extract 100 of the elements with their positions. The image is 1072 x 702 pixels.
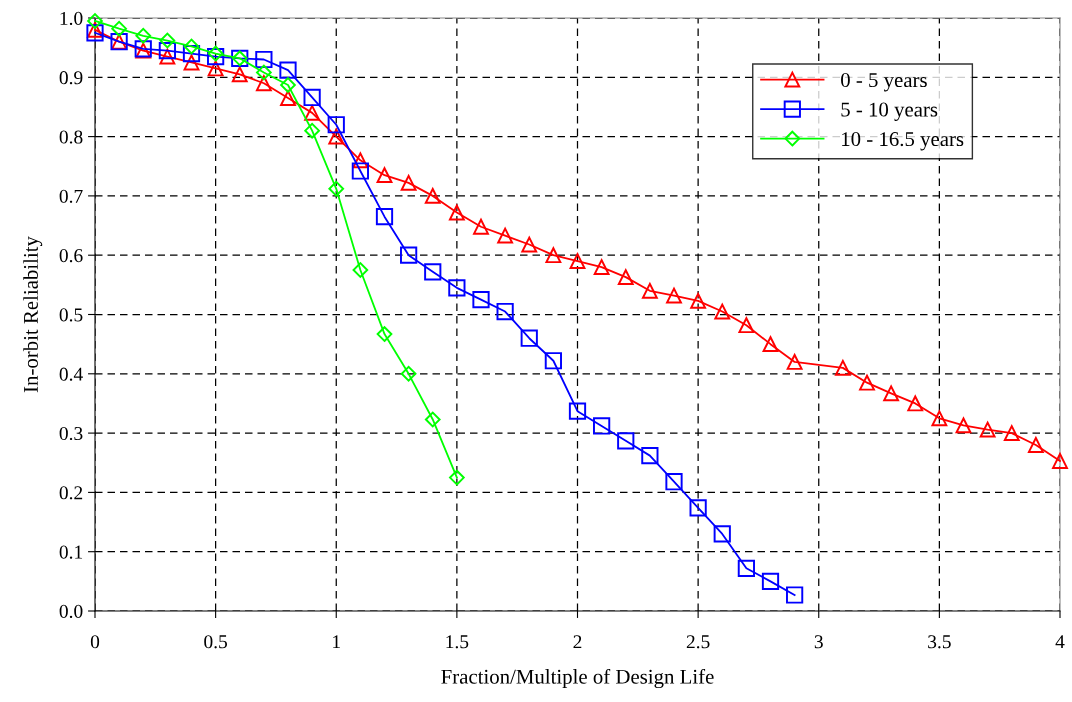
point: [737, 559, 755, 577]
point: [834, 359, 851, 376]
point: [955, 417, 972, 434]
point: [86, 24, 104, 42]
y-tick-label: 0.0: [59, 604, 83, 619]
point: [641, 282, 658, 299]
point: [87, 21, 103, 38]
point: [87, 13, 103, 29]
point: [859, 374, 875, 391]
point: [280, 77, 296, 93]
x-tick-label: 2.5: [686, 635, 710, 649]
point: [520, 329, 538, 347]
point: [207, 45, 224, 62]
point: [1027, 437, 1044, 453]
point: [111, 20, 127, 37]
point: [207, 47, 225, 66]
point: [931, 410, 948, 427]
point: [617, 432, 635, 450]
point: [255, 50, 273, 69]
y-axis-title: In-orbit Reliability: [23, 236, 43, 393]
point: [158, 42, 176, 60]
point: [304, 104, 321, 121]
point: [907, 395, 924, 412]
point: [690, 292, 707, 309]
point: [1052, 453, 1068, 469]
point: [569, 253, 586, 270]
y-tick-label: 0.7: [59, 189, 83, 203]
point: [448, 204, 465, 221]
legend-label: 5 - 10 years: [841, 102, 938, 121]
x-axis-title: Fraction/Multiple of Design Life: [441, 668, 714, 689]
point: [786, 586, 804, 604]
point: [641, 447, 659, 465]
legend-label: 0 - 5 years: [841, 73, 927, 92]
point: [183, 54, 200, 71]
point: [593, 259, 610, 275]
point: [714, 303, 731, 320]
point: [424, 411, 441, 428]
point: [375, 208, 394, 226]
point: [786, 354, 803, 370]
point: [496, 302, 514, 321]
point: [883, 385, 900, 402]
point: [159, 48, 176, 65]
point: [351, 162, 369, 180]
point: [280, 90, 296, 106]
point: [545, 247, 562, 264]
point: [1003, 425, 1020, 442]
point: [400, 246, 418, 264]
point: [159, 32, 176, 49]
point: [666, 287, 682, 304]
point: [376, 167, 393, 184]
point: [424, 187, 441, 204]
x-tick-label: 3: [814, 635, 823, 649]
point: [544, 352, 562, 370]
y-tick-label: 1.0: [60, 11, 83, 26]
point: [448, 279, 466, 297]
y-tick-label: 0.3: [59, 426, 83, 441]
legend-label: 10 - 16.5 years: [842, 132, 964, 151]
y-tick-label: 0.5: [59, 308, 83, 322]
point: [255, 75, 272, 92]
point: [761, 572, 780, 590]
point: [182, 44, 201, 63]
point: [327, 116, 345, 134]
point: [521, 236, 538, 253]
point: [328, 180, 345, 197]
point: [400, 365, 417, 382]
x-tick-label: 4: [1055, 635, 1065, 649]
y-tick-label: 0.9: [59, 71, 83, 85]
point: [352, 152, 369, 169]
point: [183, 38, 200, 55]
y-tick-label: 0.1: [59, 545, 83, 559]
point: [135, 27, 152, 44]
point: [279, 61, 297, 79]
point: [376, 326, 393, 342]
point: [231, 66, 248, 83]
point: [979, 421, 996, 438]
x-tick-label: 1.5: [446, 635, 469, 649]
point: [473, 218, 489, 235]
point: [568, 402, 587, 420]
point: [762, 336, 779, 353]
point: [352, 262, 369, 278]
point: [617, 269, 634, 286]
point: [303, 88, 321, 107]
y-tick-label: 0.8: [59, 130, 83, 144]
x-tick-label: 0.5: [204, 635, 228, 649]
point: [400, 174, 417, 191]
y-tick-label: 0.6: [59, 249, 83, 263]
point: [665, 473, 683, 491]
point: [497, 227, 514, 244]
y-tick-label: 0.2: [59, 486, 83, 500]
x-tick-label: 2: [573, 635, 582, 649]
x-tick-label: 3.5: [928, 635, 951, 649]
point: [738, 317, 755, 334]
point: [424, 263, 442, 281]
x-tick-label: 0: [90, 635, 100, 649]
point: [593, 417, 611, 435]
point: [449, 469, 465, 486]
y-tick-label: 0.4: [59, 367, 83, 381]
point: [328, 128, 345, 145]
point: [472, 291, 490, 309]
point: [256, 64, 272, 81]
